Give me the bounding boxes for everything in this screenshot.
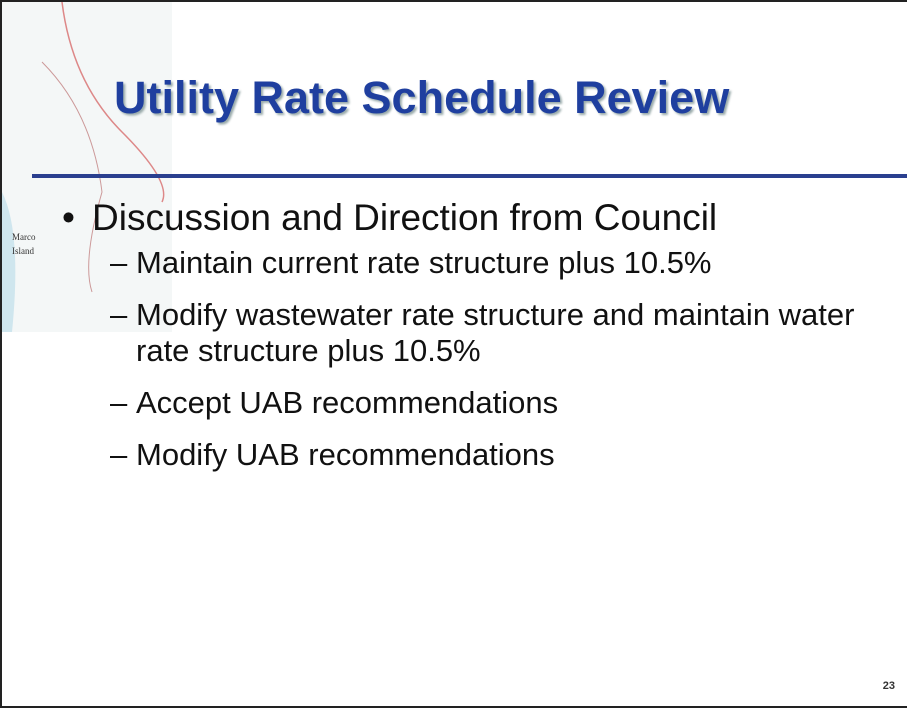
bullet-text: Discussion and Direction from Council (92, 197, 718, 238)
bullet-list: Discussion and Direction from Council Ma… (62, 197, 907, 489)
sub-bullet: Modify wastewater rate structure and mai… (110, 297, 907, 369)
sub-bullet: Modify UAB recommendations (110, 437, 907, 473)
page-number: 23 (882, 680, 895, 692)
slide-title: Utility Rate Schedule Review (114, 72, 730, 123)
bullet: Discussion and Direction from Council Ma… (62, 197, 907, 473)
map-label: Island (12, 246, 34, 256)
map-label: Marco (12, 232, 36, 242)
title-rule (32, 174, 907, 178)
sub-list: Maintain current rate structure plus 10.… (110, 245, 907, 473)
sub-bullet: Maintain current rate structure plus 10.… (110, 245, 907, 281)
sub-bullet: Accept UAB recommendations (110, 385, 907, 421)
